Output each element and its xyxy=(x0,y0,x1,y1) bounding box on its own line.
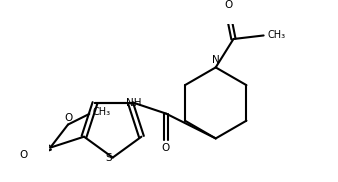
Text: O: O xyxy=(65,113,73,123)
Text: S: S xyxy=(106,153,113,163)
Text: O: O xyxy=(19,150,27,160)
Text: N: N xyxy=(212,55,220,65)
Text: CH₃: CH₃ xyxy=(93,107,111,117)
Text: CH₃: CH₃ xyxy=(267,30,285,40)
Text: O: O xyxy=(224,0,232,10)
Text: NH: NH xyxy=(126,98,142,108)
Text: O: O xyxy=(162,143,170,153)
